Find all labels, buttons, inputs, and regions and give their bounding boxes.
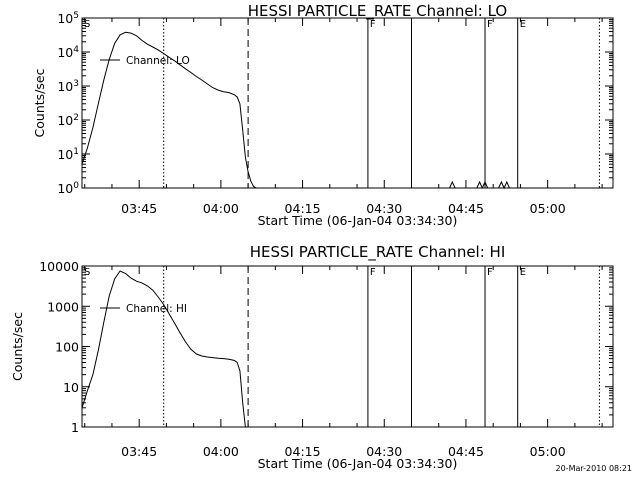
- chart-title: HESSI PARTICLE_RATE Channel: HI: [250, 243, 506, 262]
- event-marker-label: F: [487, 19, 493, 30]
- event-marker-label: F: [370, 267, 376, 278]
- event-marker-label: S: [84, 19, 90, 30]
- y-tick-label: 103: [57, 79, 79, 94]
- plot-frame: [81, 17, 614, 189]
- data-series-line: [476, 180, 489, 190]
- chart-title: HESSI PARTICLE_RATE Channel: LO: [248, 2, 507, 21]
- x-tick-label: 05:00: [530, 444, 566, 459]
- y-tick-label: 1000: [47, 299, 79, 314]
- y-tick-label: 101: [57, 147, 79, 162]
- x-tick-label: 04:15: [285, 201, 321, 216]
- x-tick-label: 04:30: [366, 201, 402, 216]
- y-tick-label: 100: [57, 181, 79, 196]
- x-tick-label: 04:45: [448, 201, 484, 216]
- data-series-line: [449, 180, 456, 189]
- x-tick-label: 04:45: [448, 444, 484, 459]
- y-tick-label: 10: [63, 380, 79, 395]
- legend-label: Channel: HI: [126, 303, 187, 315]
- y-tick-label: 104: [57, 45, 79, 60]
- data-series-line: [81, 31, 257, 189]
- y-tick-label: 105: [57, 11, 79, 26]
- x-tick-label: 03:45: [121, 201, 157, 216]
- y-tick-label: 10000: [39, 259, 79, 274]
- plot-frame: [81, 265, 614, 428]
- y-tick-label: 100: [55, 340, 79, 355]
- x-tick-label: 04:30: [366, 444, 402, 459]
- x-tick-label: 04:00: [203, 201, 239, 216]
- event-marker-label: E: [520, 19, 526, 30]
- event-marker-label: E: [520, 267, 526, 278]
- y-axis-label: Counts/sec: [32, 68, 47, 137]
- data-series-line: [81, 270, 246, 428]
- y-axis-label: Counts/sec: [10, 312, 25, 381]
- data-series-line: [498, 180, 510, 190]
- event-marker-label: F: [370, 19, 376, 30]
- x-tick-label: 03:45: [121, 444, 157, 459]
- panel-lo: HESSI PARTICLE_RATE Channel: LO Counts/s…: [32, 2, 614, 228]
- y-tick-label: 102: [57, 113, 79, 128]
- x-tick-label: 04:15: [285, 444, 321, 459]
- y-tick-label: 1: [71, 420, 79, 435]
- timestamp: 20-Mar-2010 08:21: [555, 464, 633, 473]
- x-axis-label: Start Time (06-Jan-04 03:34:30): [258, 456, 458, 471]
- event-marker-label: F: [487, 267, 493, 278]
- event-marker-label: S: [84, 267, 90, 278]
- x-tick-label: 04:00: [203, 444, 239, 459]
- x-tick-label: 05:00: [530, 201, 566, 216]
- x-axis-label: Start Time (06-Jan-04 03:34:30): [258, 213, 458, 228]
- legend-label: Channel: LO: [126, 55, 190, 67]
- panel-hi: HESSI PARTICLE_RATE Channel: HI Counts/s…: [10, 243, 614, 471]
